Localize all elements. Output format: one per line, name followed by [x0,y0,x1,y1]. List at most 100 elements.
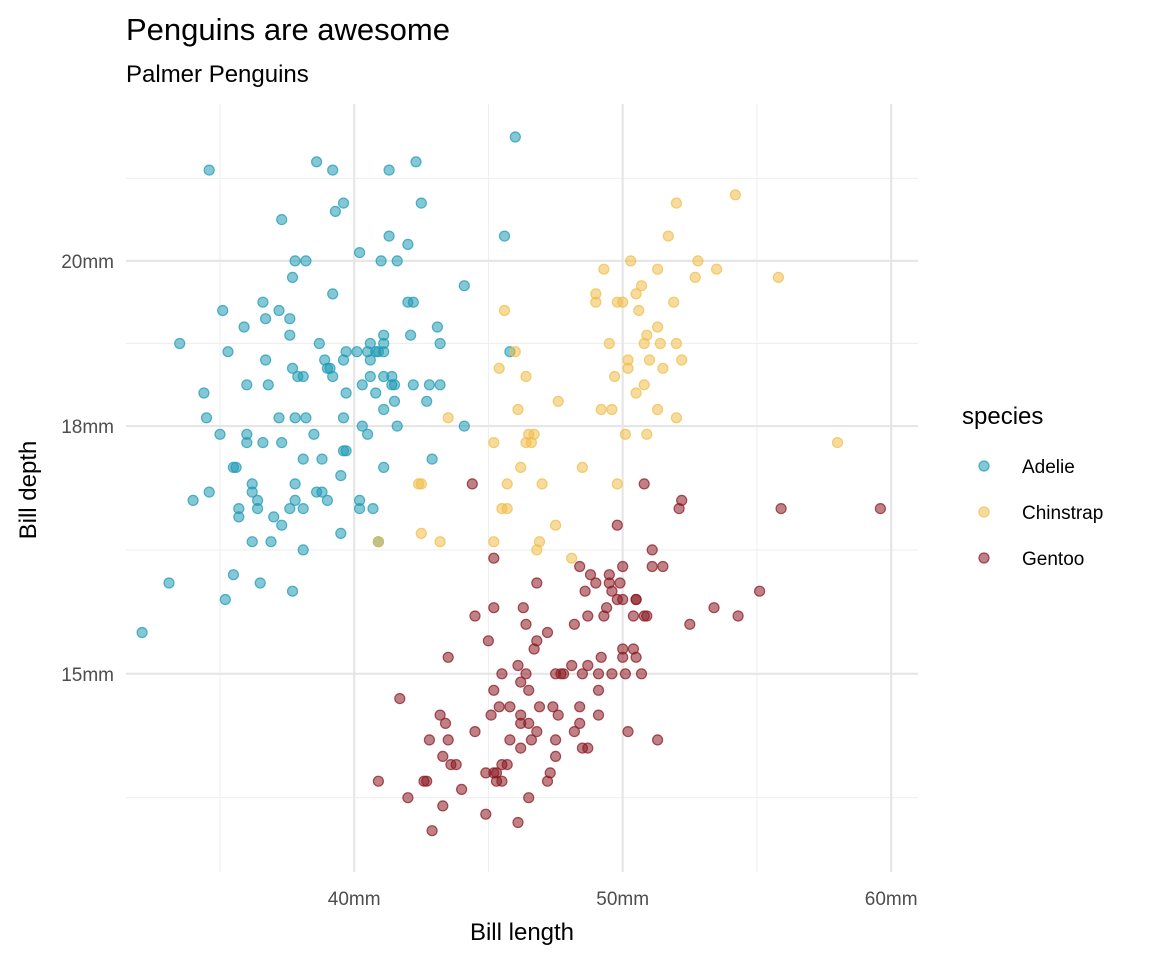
data-point [364,337,376,350]
data-point [421,775,433,787]
data-point [630,288,642,300]
x-axis-title: Bill length [470,919,574,946]
data-point [402,238,414,250]
data-point [284,503,296,515]
data-point [200,412,213,424]
data-point [603,569,615,581]
data-point [254,577,266,589]
data-point [635,280,648,292]
series-gentoo [372,478,887,837]
data-point [515,461,527,473]
data-point [504,734,516,746]
chart-subtitle: Palmer Penguins [126,61,309,88]
data-point [214,428,226,440]
data-point [566,659,578,672]
data-point [568,725,581,738]
data-point [622,354,634,366]
data-point [337,412,350,424]
data-point [230,461,242,473]
x-tick-label: 60mm [865,889,918,910]
data-point [423,379,435,391]
data-point [482,635,494,647]
data-point [504,701,516,713]
data-point [378,329,390,341]
data-points [136,131,887,837]
data-point [619,428,632,440]
data-point [450,758,462,771]
data-point [260,313,272,325]
data-point [405,329,417,341]
data-point [286,271,299,283]
data-point [311,156,323,168]
data-point [354,494,366,506]
data-point [273,304,285,317]
data-point [646,560,658,573]
data-point [372,536,384,548]
data-point [456,783,468,796]
data-point [509,346,521,358]
data-point [582,659,594,672]
data-point [490,767,503,779]
data-point [407,379,419,391]
data-point [340,445,352,457]
data-point [284,313,296,325]
data-point [364,370,376,383]
x-axis-ticks: 40mm 50mm 60mm [328,889,918,910]
data-point [327,164,339,176]
data-point [611,519,623,531]
data-point [238,321,250,333]
y-axis-ticks: 15mm 18mm 20mm [61,252,114,686]
data-point [391,255,403,267]
series-adelie [136,131,521,639]
data-point [515,709,527,721]
data-point [241,379,253,391]
data-point [493,701,505,713]
data-point [520,668,532,680]
data-point [874,503,887,515]
data-point [635,668,648,680]
data-point [512,659,524,672]
data-point [643,354,656,366]
legend-key [978,460,990,472]
data-point [289,494,301,506]
data-point [257,296,269,308]
legend-label: Chinstrap [1022,503,1103,524]
legend-items: Adelie Chinstrap Gentoo [978,457,1103,570]
data-point [480,808,492,820]
data-point [222,346,234,358]
data-point [528,428,540,440]
data-point [520,370,532,383]
data-point [708,602,720,614]
y-tick-label: 20mm [61,252,114,273]
data-point [284,329,296,341]
data-point [442,734,454,746]
data-point [552,709,564,721]
data-point [617,560,629,573]
data-point [574,717,586,730]
data-point [576,461,589,473]
data-point [566,552,578,564]
data-point [354,247,366,259]
data-point [286,585,299,597]
data-point [592,668,605,680]
data-point [531,577,543,589]
data-point [501,758,513,771]
data-point [198,387,210,399]
data-point [313,337,325,350]
data-point [391,420,403,432]
data-point [630,387,642,399]
data-point [246,536,258,548]
data-point [488,684,500,696]
data-point [515,742,527,754]
chart-title: Penguins are awesome [126,12,450,47]
data-point [606,585,618,597]
legend-title: species [962,403,1043,430]
data-point [375,255,387,267]
data-point [233,503,245,515]
data-point [407,296,419,308]
data-point [657,560,669,573]
data-point [523,717,535,730]
data-point [370,387,382,399]
data-point [512,403,524,416]
data-point [297,503,309,515]
